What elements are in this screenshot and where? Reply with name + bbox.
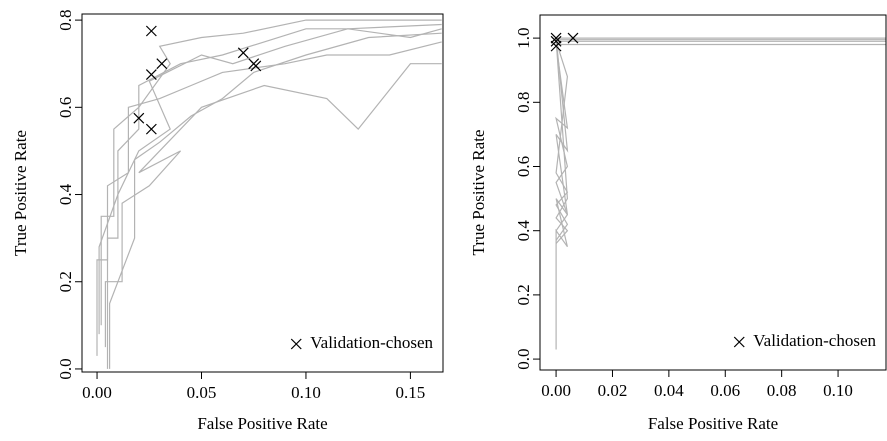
y-tick-label: 1.0 xyxy=(514,27,533,48)
roc-curve xyxy=(96,41,442,356)
roc-curve xyxy=(555,37,886,350)
x-tick-label: 0.10 xyxy=(823,381,853,400)
y-tick-label: 0.2 xyxy=(56,271,75,292)
marker xyxy=(550,32,562,44)
x-tick-label: 0.05 xyxy=(187,383,217,402)
panel: 0.00 0.05 0.10 0.15 0.0 0.2 0.4 0.6 0.8 False Pos… xyxy=(11,9,444,433)
y-axis-title: True Positive Rate xyxy=(469,130,488,256)
marker xyxy=(290,338,302,350)
roc-curve xyxy=(104,63,442,348)
roc-curve xyxy=(100,19,442,326)
marker xyxy=(567,32,579,44)
y-tick-label: 0.8 xyxy=(56,9,75,30)
y-tick-label: 0.4 xyxy=(514,220,533,242)
x-tick-label: 0.10 xyxy=(291,383,321,402)
legend-label: Validation-chosen xyxy=(753,331,876,350)
marker xyxy=(550,35,562,47)
x-tick-label: 0.06 xyxy=(710,381,740,400)
roc-curve xyxy=(98,28,442,335)
legend-label: Validation-chosen xyxy=(310,333,433,352)
y-tick-label: 0.8 xyxy=(514,92,533,113)
plot-area xyxy=(550,32,886,350)
x-tick-label: 0.15 xyxy=(396,383,426,402)
x-tick-label: 0.00 xyxy=(541,381,571,400)
x-tick-label: 0.08 xyxy=(767,381,797,400)
marker xyxy=(250,60,262,72)
roc-curve xyxy=(555,39,886,244)
y-tick-label: 0.6 xyxy=(514,156,533,177)
roc-curve xyxy=(109,32,442,369)
panel: 0.00 0.02 0.04 0.06 0.08 0.10 0.0 0.2 0.4 0.6 0.8 1… xyxy=(469,14,887,433)
x-tick-label: 0.02 xyxy=(598,381,628,400)
y-axis-title: True Positive Rate xyxy=(11,130,30,256)
x-axis-title: False Positive Rate xyxy=(197,414,327,433)
marker xyxy=(733,336,745,348)
marker xyxy=(237,47,249,59)
marker xyxy=(156,58,168,70)
x-tick-label: 0.04 xyxy=(654,381,684,400)
marker xyxy=(550,40,562,52)
marker xyxy=(145,69,157,81)
roc-curve xyxy=(106,23,442,369)
plot-box xyxy=(81,13,444,373)
y-tick-label: 0.6 xyxy=(56,97,75,118)
x-tick-label: 0.00 xyxy=(82,383,112,402)
y-tick-label: 0.0 xyxy=(56,358,75,379)
y-tick-label: 0.2 xyxy=(514,284,533,305)
marker xyxy=(145,123,157,135)
roc-curve xyxy=(555,43,886,232)
x-axis-title: False Positive Rate xyxy=(648,414,778,433)
plot-box xyxy=(539,14,887,371)
marker xyxy=(145,25,157,37)
y-tick-label: 0.4 xyxy=(56,183,75,205)
plot-area xyxy=(96,19,442,369)
roc-curve xyxy=(555,40,886,241)
marker xyxy=(133,112,145,124)
y-tick-label: 0.0 xyxy=(514,348,533,369)
